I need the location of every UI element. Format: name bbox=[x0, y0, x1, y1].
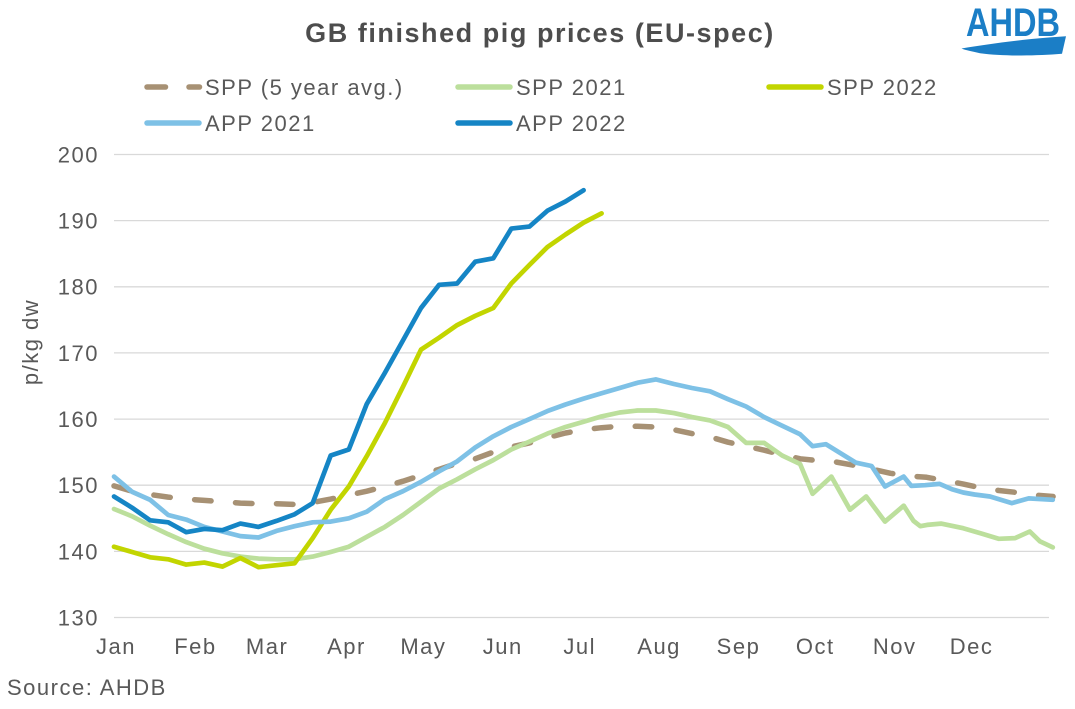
svg-text:APP 2021: APP 2021 bbox=[205, 111, 316, 136]
svg-text:Oct: Oct bbox=[796, 634, 835, 659]
svg-text:Mar: Mar bbox=[246, 634, 288, 659]
svg-text:SPP 2021: SPP 2021 bbox=[516, 75, 627, 100]
svg-text:Feb: Feb bbox=[174, 634, 216, 659]
svg-text:Source: AHDB: Source: AHDB bbox=[7, 675, 167, 700]
svg-text:170: 170 bbox=[58, 341, 99, 366]
svg-text:160: 160 bbox=[58, 407, 99, 432]
svg-text:SPP 2022: SPP 2022 bbox=[827, 75, 938, 100]
svg-text:Dec: Dec bbox=[950, 634, 994, 659]
svg-text:Aug: Aug bbox=[637, 634, 681, 659]
svg-text:150: 150 bbox=[58, 473, 99, 498]
svg-text:Sep: Sep bbox=[717, 634, 761, 659]
svg-text:Jan: Jan bbox=[96, 634, 136, 659]
svg-text:Jun: Jun bbox=[483, 634, 523, 659]
svg-text:p/kg dw: p/kg dw bbox=[18, 299, 43, 385]
svg-text:Jul: Jul bbox=[563, 634, 596, 659]
svg-text:180: 180 bbox=[58, 275, 99, 300]
svg-text:Apr: Apr bbox=[327, 634, 366, 659]
svg-text:May: May bbox=[400, 634, 446, 659]
svg-text:GB finished pig prices (EU-spe: GB finished pig prices (EU-spec) bbox=[305, 18, 775, 48]
svg-text:Nov: Nov bbox=[873, 634, 917, 659]
svg-text:130: 130 bbox=[58, 605, 99, 630]
svg-text:APP 2022: APP 2022 bbox=[516, 111, 627, 136]
svg-text:200: 200 bbox=[58, 142, 99, 167]
svg-text:SPP (5 year avg.): SPP (5 year avg.) bbox=[205, 75, 404, 100]
svg-text:AHDB: AHDB bbox=[966, 1, 1060, 45]
svg-text:140: 140 bbox=[58, 539, 99, 564]
svg-text:190: 190 bbox=[58, 209, 99, 234]
